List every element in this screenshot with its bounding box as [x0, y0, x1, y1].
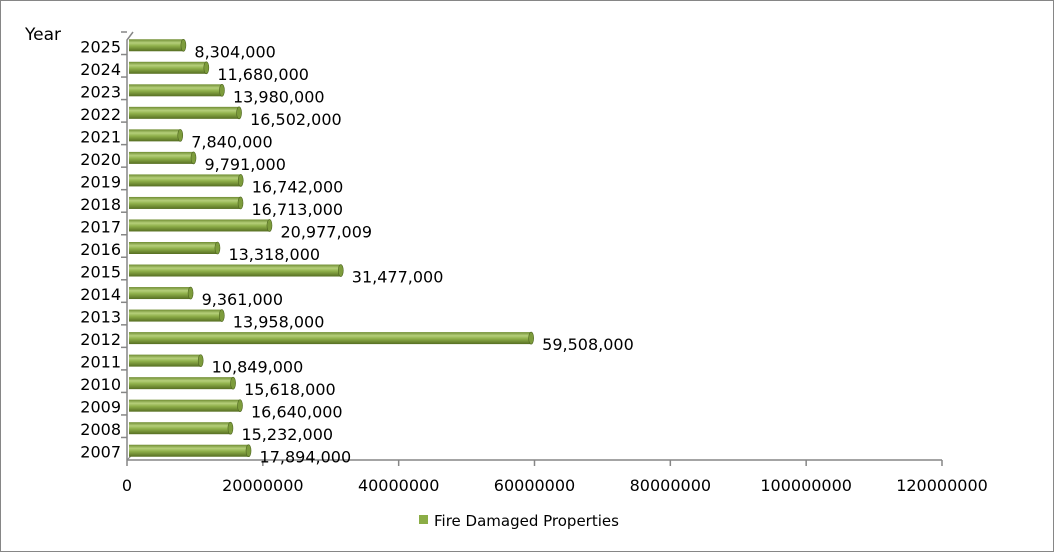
bar — [129, 422, 231, 435]
data-label: 31,477,000 — [352, 268, 444, 287]
x-tick-label: 120000000 — [896, 476, 988, 495]
bar — [129, 264, 341, 277]
legend-swatch — [419, 515, 428, 524]
bar-cap — [203, 61, 210, 75]
data-label: 16,640,000 — [251, 403, 343, 422]
data-label: 9,791,000 — [204, 155, 285, 174]
bar-cap — [197, 354, 204, 367]
bar-cap — [219, 84, 225, 97]
bar-cap — [337, 264, 344, 277]
bar — [129, 106, 240, 119]
bar-cap — [177, 129, 184, 142]
bar-cap — [237, 174, 244, 187]
y-tick-label: 2016 — [80, 240, 121, 259]
x-tick-label: 20000000 — [222, 476, 303, 495]
data-label: 16,502,000 — [250, 110, 342, 129]
bar — [129, 332, 532, 345]
data-label: 11,680,000 — [217, 65, 309, 84]
y-tick-label: 2019 — [80, 172, 121, 191]
bar — [129, 309, 222, 322]
data-label: 13,980,000 — [233, 87, 325, 106]
x-tick-label: 80000000 — [630, 476, 711, 495]
bar-cap — [190, 151, 197, 165]
bar-cap — [245, 444, 252, 458]
y-tick-label: 2012 — [80, 330, 121, 349]
bar-cap — [528, 331, 534, 345]
y-tick-label: 2007 — [80, 443, 121, 462]
bar — [129, 61, 207, 74]
y-tick-label: 2020 — [80, 150, 121, 169]
bar — [129, 129, 181, 142]
bar — [129, 151, 194, 164]
bar — [129, 39, 184, 52]
y-axis-line — [126, 31, 134, 460]
x-tick-label: 40000000 — [358, 476, 439, 495]
y-tick-label: 2022 — [80, 105, 121, 124]
data-label: 13,318,000 — [228, 245, 320, 264]
bar — [129, 399, 241, 412]
data-label: 9,361,000 — [202, 290, 283, 309]
y-tick-label: 2008 — [80, 420, 121, 439]
x-tick-label: 100000000 — [760, 476, 852, 495]
data-label: 17,894,000 — [260, 448, 352, 467]
y-tick-label: 2013 — [80, 308, 121, 327]
data-label: 15,618,000 — [244, 380, 336, 399]
bar-cap — [180, 38, 187, 52]
legend: Fire Damaged Properties — [419, 512, 619, 530]
bar — [129, 354, 201, 367]
x-tick-label: 60000000 — [494, 476, 575, 495]
x-tick-label: 0 — [122, 476, 132, 495]
y-tick-label: 2018 — [80, 195, 121, 214]
data-label: 15,232,000 — [241, 425, 333, 444]
bar-cap — [266, 219, 273, 232]
bar — [129, 84, 222, 97]
data-label: 16,742,000 — [252, 177, 344, 196]
y-tick-label: 2021 — [80, 127, 121, 146]
y-tick-label: 2017 — [80, 217, 121, 236]
bar-cap — [227, 421, 234, 435]
bar — [129, 196, 241, 209]
y-tick-label: 2009 — [80, 398, 121, 417]
bar-cap — [230, 376, 236, 390]
bar-cap — [237, 399, 243, 412]
data-label: 16,713,000 — [252, 200, 344, 219]
bar-cap — [218, 309, 225, 322]
data-label: 7,840,000 — [191, 132, 272, 151]
data-label: 59,508,000 — [542, 335, 634, 354]
y-tick-label: 2024 — [80, 60, 121, 79]
bar — [129, 287, 191, 300]
bar — [129, 219, 270, 232]
bar-cap — [187, 286, 194, 300]
y-tick-label: 2015 — [80, 263, 121, 282]
y-axis-title: Year — [24, 25, 61, 45]
bar — [129, 377, 234, 390]
y-tick-label: 2014 — [80, 285, 121, 304]
data-label: 8,304,000 — [194, 42, 275, 61]
bar-cap — [214, 241, 221, 255]
y-tick-label: 2025 — [80, 37, 121, 56]
y-tick-label: 2011 — [80, 353, 121, 372]
bar-cap — [237, 196, 244, 210]
data-label: 13,958,000 — [233, 313, 325, 332]
y-tick-label: 2023 — [80, 82, 121, 101]
y-tick-label: 2010 — [80, 375, 121, 394]
bar-cap — [236, 106, 242, 120]
data-label: 20,977,009 — [280, 222, 372, 241]
bar — [129, 242, 218, 254]
bar — [129, 174, 241, 187]
bar — [129, 444, 249, 457]
legend-label: Fire Damaged Properties — [434, 512, 619, 530]
data-label: 10,849,000 — [212, 358, 304, 377]
